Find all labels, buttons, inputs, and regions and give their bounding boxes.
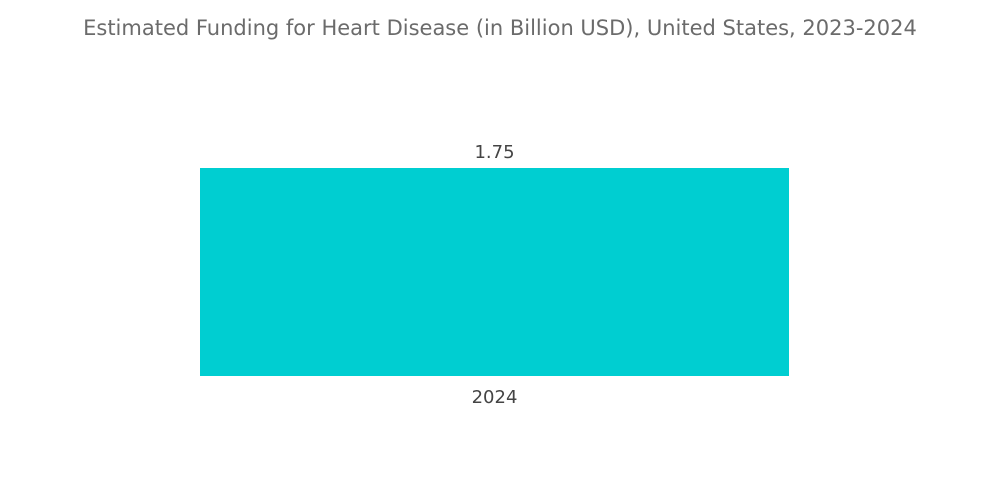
bar-2024 xyxy=(200,168,789,376)
data-label: 1.75 xyxy=(474,142,514,163)
chart-title: Estimated Funding for Heart Disease (in … xyxy=(83,16,917,40)
x-tick-label: 2024 xyxy=(472,387,518,408)
